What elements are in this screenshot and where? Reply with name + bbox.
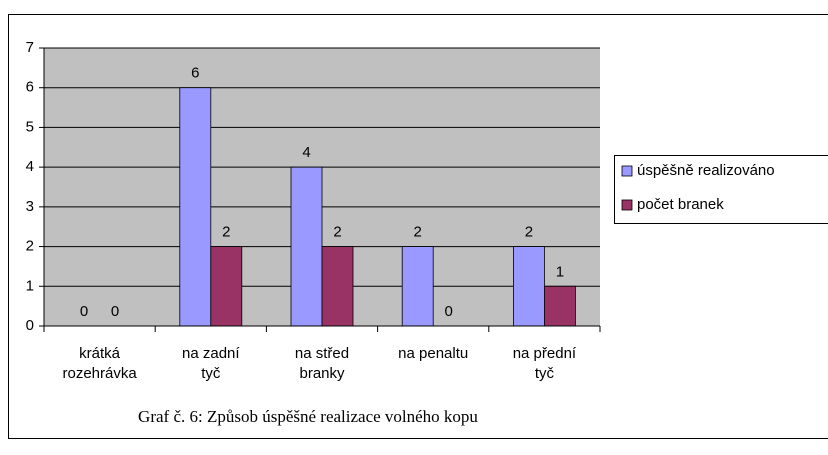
x-tick-label: na střed xyxy=(295,345,349,362)
x-tick-label: tyč xyxy=(201,365,221,382)
x-tick-label: rozehrávka xyxy=(62,365,137,382)
y-tick-label: 4 xyxy=(26,158,34,175)
legend-label: počet branek xyxy=(637,196,724,213)
data-label: 2 xyxy=(525,224,533,241)
data-label: 6 xyxy=(191,65,199,82)
bar xyxy=(210,246,243,327)
bar xyxy=(321,246,354,327)
x-tick-label: tyč xyxy=(535,365,555,382)
bar xyxy=(544,285,576,327)
y-tick-label: 0 xyxy=(26,317,34,334)
bar xyxy=(179,87,212,327)
data-label: 4 xyxy=(302,144,310,161)
y-tick-label: 6 xyxy=(26,79,34,96)
data-label: 0 xyxy=(111,303,119,320)
data-label: 0 xyxy=(445,303,453,320)
x-tick-label: krátká xyxy=(79,345,121,362)
x-tick-label: branky xyxy=(299,365,345,382)
bar xyxy=(290,166,323,327)
y-tick-label: 3 xyxy=(26,198,34,215)
legend-label: úspěšně realizováno xyxy=(637,162,775,179)
x-tick-label: na penaltu xyxy=(398,345,468,362)
bar xyxy=(513,246,545,327)
data-label: 2 xyxy=(414,224,422,241)
y-tick-label: 7 xyxy=(26,39,34,56)
y-tick-label: 5 xyxy=(26,118,34,135)
data-label: 2 xyxy=(222,224,230,241)
bar xyxy=(401,246,434,327)
caption: Graf č. 6: Způsob úspěšné realizace voln… xyxy=(138,407,478,426)
legend-box xyxy=(614,155,828,224)
y-tick-label: 1 xyxy=(26,277,34,294)
data-label: 2 xyxy=(333,224,341,241)
x-tick-label: na zadní xyxy=(182,345,240,362)
legend-swatch xyxy=(621,199,633,211)
y-tick-label: 2 xyxy=(26,238,34,255)
legend-swatch xyxy=(621,165,633,177)
data-label: 1 xyxy=(556,263,564,280)
data-label: 0 xyxy=(80,303,88,320)
x-tick-label: na přední xyxy=(513,345,577,362)
